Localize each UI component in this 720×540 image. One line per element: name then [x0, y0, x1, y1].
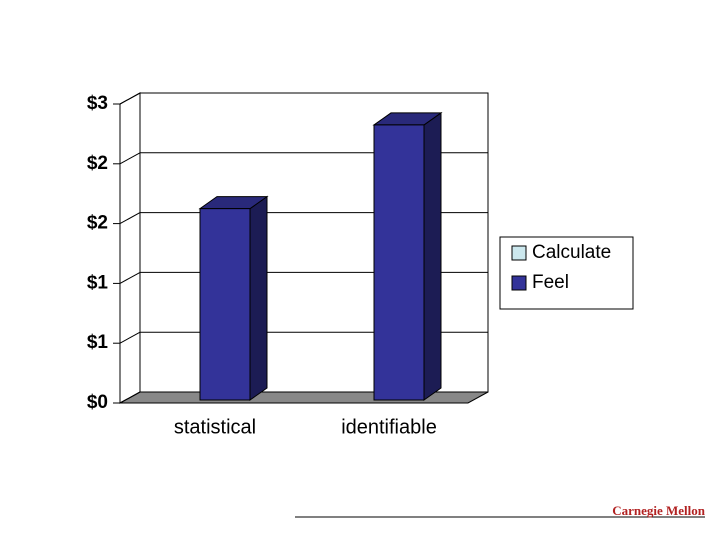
y-tick-label: $2: [87, 153, 108, 174]
y-tick-label: $1: [87, 272, 109, 293]
grid-line: [119, 92, 141, 105]
side-wall: [119, 92, 141, 404]
grid-line: [119, 212, 141, 225]
legend-label: Calculate: [532, 242, 611, 263]
bar-side: [423, 111, 442, 401]
x-tick-label: identifiable: [341, 416, 437, 438]
x-tick-label: statistical: [174, 416, 256, 438]
y-tick-label: $0: [87, 392, 108, 413]
y-tick-label: $3: [87, 93, 108, 114]
legend-swatch: [511, 275, 527, 291]
legend-label: Feel: [532, 272, 569, 293]
y-tick-label: $2: [87, 213, 108, 234]
grid-line: [119, 331, 141, 344]
grid-line: [119, 152, 141, 165]
bar-side: [249, 195, 268, 401]
logo: Carnegie Mellon: [612, 503, 706, 518]
grid-line: [119, 271, 141, 284]
bar: [199, 208, 251, 401]
bar: [373, 124, 425, 401]
grid-line: [119, 391, 141, 404]
legend-swatch: [511, 245, 527, 261]
y-tick-label: $1: [87, 332, 109, 353]
